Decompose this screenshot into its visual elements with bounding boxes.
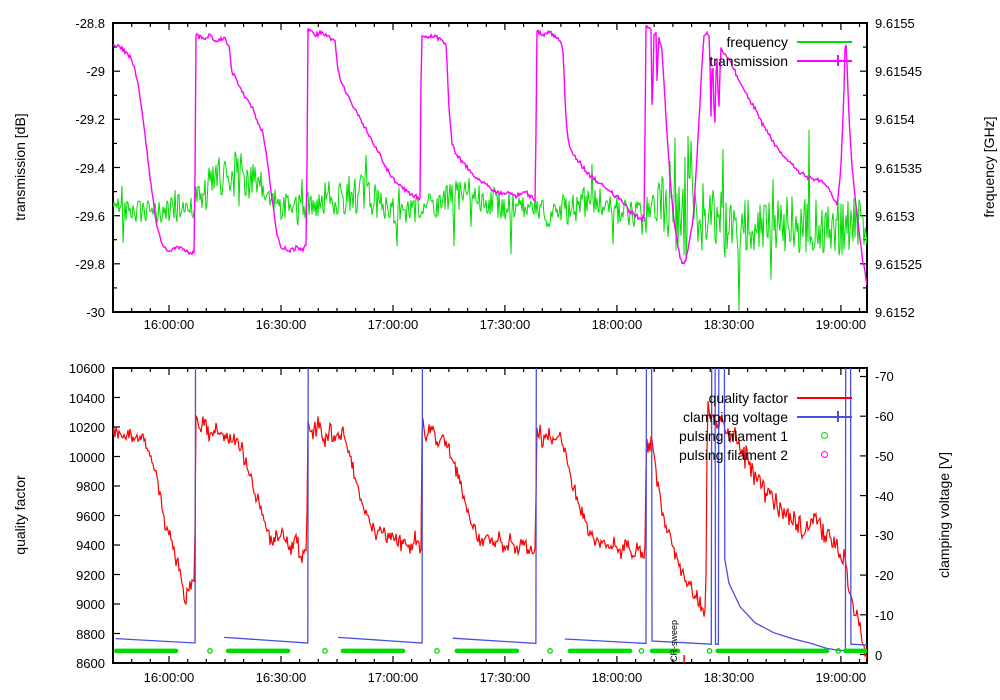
clamping-voltage-line-sample-icon [797, 407, 852, 426]
y2-tick-label: 9.6154 [875, 112, 915, 128]
x-tick-label: 17:30:00 [479, 317, 531, 332]
x-tick-label: 17:00:00 [367, 670, 419, 685]
y1-tick-label: 9200 [76, 567, 105, 583]
y1-tick-label: 9800 [76, 479, 105, 494]
legend-label-frequency: frequency [726, 33, 788, 50]
y1-tick-label: -30 [86, 305, 105, 320]
legend-entry-clamping-voltage: clamping voltage [683, 407, 852, 426]
y2-tick-label: 9.6153 [875, 208, 915, 224]
y2-tick-label: -30 [875, 528, 894, 544]
y1-tick-label: -29.2 [75, 112, 105, 128]
y1-tick-label: 10200 [68, 420, 105, 435]
y1-axis-title-bottom-text: quality factor [12, 475, 28, 555]
x-tick-label: 18:30:00 [703, 670, 755, 685]
x-tick-label: 18:00:00 [591, 670, 643, 685]
y1-tick-label: -29.4 [75, 160, 105, 176]
x-tick-label: 18:30:00 [703, 317, 755, 332]
y1-tick-label: 9400 [76, 538, 105, 553]
pulsing-filament-2-circle-sample-icon [797, 445, 852, 464]
pulsing-filament-1-circle-sample-icon [797, 426, 852, 445]
y1-tick-label: -29 [86, 64, 105, 80]
y1-tick-label: 9600 [76, 508, 105, 524]
y1-tick-label: 9000 [76, 597, 105, 612]
legend-top: frequency transmission [709, 32, 852, 70]
y2-axis-title-top-text: frequency [GHz] [981, 116, 997, 218]
y2-tick-label: 0 [875, 647, 883, 663]
y1-tick-label: 8800 [76, 626, 105, 642]
x-tick-label: 19:00:00 [815, 317, 867, 332]
cr-sweep-annotation: CR-sweep [669, 619, 679, 662]
y1-tick-label: -28.8 [75, 16, 105, 31]
frequency-line-sample-icon [797, 32, 852, 51]
x-tick-label: 16:30:00 [255, 317, 307, 332]
legend-label-pulsing-filament-1: pulsing filament 1 [679, 427, 788, 444]
y2-axis-title-bottom-text: clamping voltage [V] [936, 451, 952, 579]
legend-entry-frequency: frequency [727, 32, 852, 51]
y2-tick-label: 9.6155 [875, 16, 915, 31]
legend-entry-quality-factor: quality factor [709, 388, 852, 407]
y1-tick-label: 8600 [76, 656, 105, 671]
legend-entry-pulsing-filament-1: pulsing filament 1 [679, 426, 852, 445]
legend-label-clamping-voltage: clamping voltage [682, 408, 788, 425]
legend-entry-transmission: transmission [709, 51, 852, 70]
y2-tick-label: -60 [875, 409, 894, 425]
legend-label-pulsing-filament-2: pulsing filament 2 [679, 446, 788, 463]
x-tick-label: 16:30:00 [255, 670, 307, 685]
y1-tick-label: -29.8 [75, 256, 105, 272]
x-tick-label: 17:00:00 [367, 317, 419, 332]
y2-tick-label: -50 [875, 448, 894, 464]
y2-tick-label: 9.6152 [875, 305, 915, 320]
y1-tick-label: 10600 [68, 361, 105, 376]
x-tick-label: 19:00:00 [815, 670, 867, 685]
y2-tick-label: -20 [875, 568, 894, 584]
y2-tick-label: 9.61525 [875, 256, 922, 272]
y2-tick-label: -40 [875, 488, 894, 504]
y1-tick-label: -29.6 [75, 208, 105, 224]
y2-tick-label: -70 [875, 369, 894, 385]
legend-bottom: quality factor clamping voltage pulsing … [679, 388, 852, 464]
x-tick-label: 16:00:00 [143, 670, 195, 685]
x-tick-label: 16:00:00 [143, 317, 195, 332]
y2-tick-label: 9.61545 [875, 64, 922, 80]
y1-axis-title-top-text: transmission [dB] [12, 113, 28, 221]
y1-tick-label: 10400 [68, 390, 105, 406]
legend-entry-pulsing-filament-2: pulsing filament 2 [679, 445, 852, 464]
x-tick-label: 18:00:00 [591, 317, 643, 332]
legend-label-transmission: transmission [709, 52, 788, 69]
y2-tick-label: 9.61535 [875, 160, 922, 176]
y2-tick-label: -10 [875, 607, 894, 623]
legend-label-quality-factor: quality factor [708, 389, 788, 406]
x-tick-label: 17:30:00 [479, 670, 531, 685]
transmission-line-sample-icon [797, 51, 852, 70]
quality-factor-line-sample-icon [797, 388, 852, 407]
y1-tick-label: 10000 [68, 449, 105, 465]
